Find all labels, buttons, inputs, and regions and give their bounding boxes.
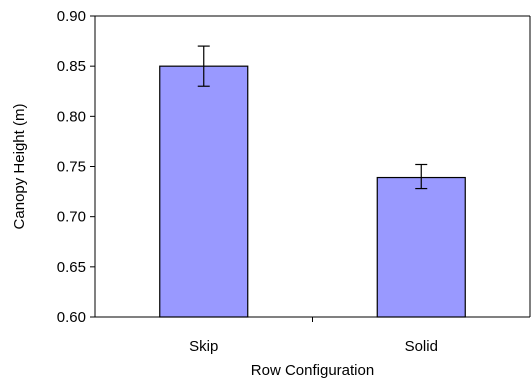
bars-group [159,65,466,318]
x-tick-label-solid: Solid [405,338,438,355]
bar-skip [159,65,249,318]
y-tick-label: 0.90 [57,8,86,25]
y-tick-label: 0.65 [57,259,86,276]
y-tick-label: 0.70 [57,209,86,226]
y-tick-label: 0.80 [57,108,86,125]
y-tick-label: 0.75 [57,159,86,176]
y-axis-ticks: 0.60 0.65 0.70 0.75 0.80 0.85 0.90 [57,8,95,326]
error-bars-group [197,45,428,190]
bar-solid [376,176,466,318]
x-axis-ticks: Skip Solid [189,317,438,355]
y-tick-label: 0.60 [57,309,86,326]
x-tick-label-skip: Skip [189,338,218,355]
x-axis-title: Row Configuration [251,362,374,379]
y-tick-label: 0.85 [57,58,86,75]
y-axis-title: Canopy Height (m) [11,104,28,230]
